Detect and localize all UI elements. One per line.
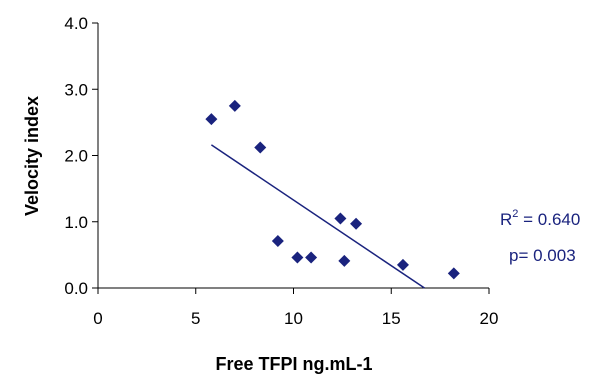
data-point — [396, 258, 409, 271]
y-axis-title: Velocity index — [22, 96, 42, 216]
plot-area — [97, 23, 489, 289]
r-squared-label: R — [500, 210, 512, 229]
p-value-annotation: p= 0.003 — [509, 246, 576, 265]
data-point — [350, 217, 363, 230]
y-tick-label: 4.0 — [64, 14, 88, 33]
y-tick-label: 2.0 — [64, 147, 88, 166]
data-point — [334, 212, 347, 225]
r-squared-superscript: 2 — [512, 208, 518, 220]
data-point — [338, 254, 351, 267]
x-tick-label: 0 — [93, 309, 102, 328]
data-point — [447, 267, 460, 280]
data-point — [228, 99, 241, 112]
x-axis-ticks: 0 5 10 15 20 — [93, 288, 498, 328]
y-tick-label: 3.0 — [64, 80, 88, 99]
trendline — [210, 144, 425, 289]
r-squared-value: = 0.640 — [518, 210, 580, 229]
data-point — [205, 113, 218, 126]
data-point — [291, 251, 304, 264]
data-point — [271, 234, 284, 247]
trendline-layer — [210, 144, 425, 289]
x-tick-label: 20 — [480, 309, 499, 328]
y-axis-ticks: 0.0 1.0 2.0 3.0 4.0 — [64, 14, 98, 298]
y-tick-label: 0.0 — [64, 279, 88, 298]
data-points — [205, 99, 460, 280]
y-tick-label: 1.0 — [64, 213, 88, 232]
x-tick-label: 10 — [284, 309, 303, 328]
data-point — [305, 251, 318, 264]
x-tick-label: 5 — [191, 309, 200, 328]
data-point — [254, 141, 267, 154]
r-squared-annotation: R2 = 0.640 — [500, 208, 580, 229]
x-tick-label: 15 — [382, 309, 401, 328]
x-axis-title: Free TFPI ng.mL-1 — [215, 354, 372, 374]
